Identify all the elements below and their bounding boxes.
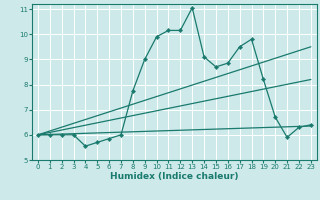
X-axis label: Humidex (Indice chaleur): Humidex (Indice chaleur) (110, 172, 239, 181)
